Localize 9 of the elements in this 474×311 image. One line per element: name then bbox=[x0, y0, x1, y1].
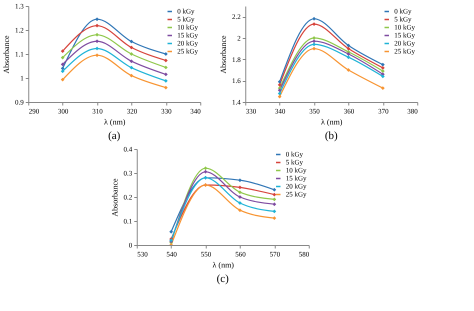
text: (b) bbox=[324, 130, 338, 142]
x-axis-title: λ (nm) bbox=[212, 260, 234, 270]
x-axis-title: λ (nm) bbox=[104, 118, 126, 126]
y-axis-title: Absorbance bbox=[219, 34, 228, 74]
y-axis-title: Absorbance bbox=[2, 34, 11, 74]
y-axis-title: Absorbance bbox=[110, 178, 120, 217]
text: (a) bbox=[108, 130, 121, 142]
x-axis-title: λ (nm) bbox=[321, 118, 343, 126]
text: (c) bbox=[216, 273, 230, 285]
